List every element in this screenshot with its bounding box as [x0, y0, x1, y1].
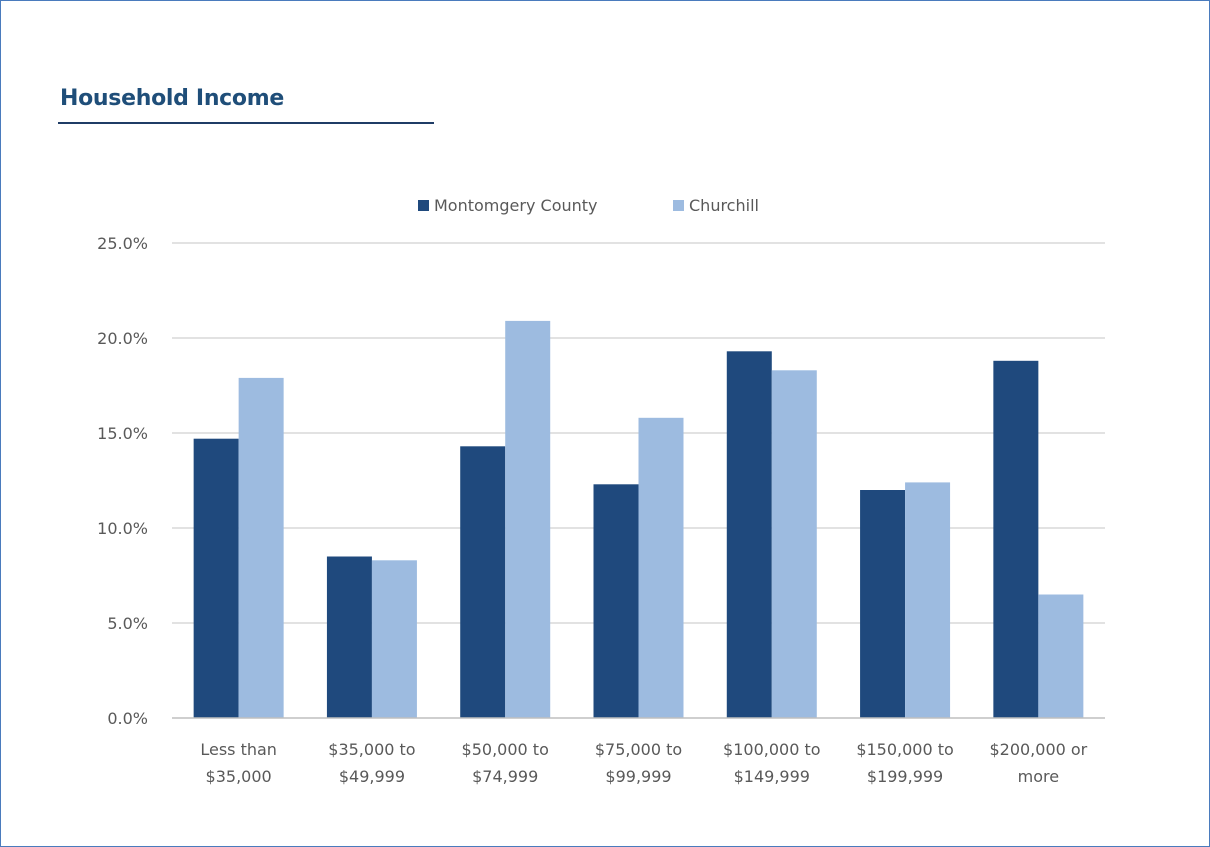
- bar-churchill: [905, 482, 951, 718]
- y-tick-label: 10.0%: [97, 519, 148, 538]
- legend-swatch-montgomery: [418, 200, 429, 211]
- y-tick-label: 0.0%: [107, 709, 148, 728]
- bar-montgomery: [860, 490, 906, 718]
- x-tick-label: $199,999: [867, 767, 943, 786]
- x-tick-label: $149,999: [734, 767, 810, 786]
- bar-montgomery: [993, 360, 1039, 718]
- legend-label-montgomery: Montomgery County: [434, 196, 598, 215]
- bar-churchill: [371, 560, 417, 718]
- legend-swatch-churchill: [673, 200, 684, 211]
- x-tick-label: $100,000 to: [723, 740, 821, 759]
- bar-churchill: [505, 320, 551, 718]
- bar-montgomery: [460, 446, 506, 718]
- x-tick-label: $35,000: [206, 767, 272, 786]
- x-tick-label: $75,000 to: [595, 740, 682, 759]
- bar-montgomery: [726, 351, 772, 718]
- page-title: Household Income: [60, 86, 284, 111]
- x-tick-label: $50,000 to: [462, 740, 549, 759]
- bar-churchill: [771, 370, 817, 718]
- x-tick-label: $49,999: [339, 767, 405, 786]
- y-tick-label: 25.0%: [97, 234, 148, 253]
- bar-montgomery: [593, 484, 639, 718]
- x-tick-label: $74,999: [472, 767, 538, 786]
- bar-churchill: [1038, 594, 1084, 718]
- title-underline: [58, 122, 434, 124]
- x-tick-label: $35,000 to: [328, 740, 415, 759]
- x-tick-labels: Less than $35,000 $35,000 to $49,999 $50,000…: [200, 740, 1087, 786]
- x-tick-label: $99,999: [605, 767, 671, 786]
- bars: [193, 320, 1084, 718]
- y-tick-labels: 0.0% 5.0% 10.0% 15.0% 20.0% 25.0%: [97, 234, 148, 728]
- bar-churchill: [238, 377, 284, 718]
- legend: Montomgery County Churchill: [418, 196, 759, 215]
- legend-label-churchill: Churchill: [689, 196, 759, 215]
- x-tick-label: $200,000 or: [989, 740, 1087, 759]
- y-tick-label: 5.0%: [107, 614, 148, 633]
- bar-churchill: [638, 417, 684, 718]
- x-tick-label: Less than: [200, 740, 277, 759]
- y-tick-label: 20.0%: [97, 329, 148, 348]
- y-tick-label: 15.0%: [97, 424, 148, 443]
- bar-montgomery: [326, 556, 372, 718]
- bar-montgomery: [193, 438, 239, 718]
- x-tick-label: $150,000 to: [856, 740, 954, 759]
- x-tick-label: more: [1018, 767, 1059, 786]
